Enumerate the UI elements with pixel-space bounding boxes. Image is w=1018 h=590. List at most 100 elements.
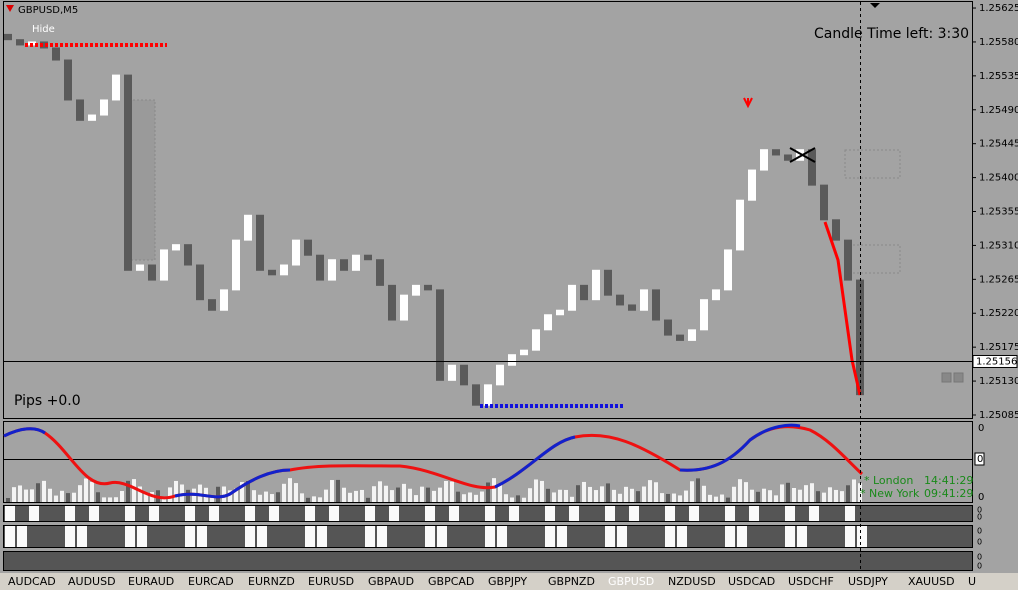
candle-body [148, 264, 156, 281]
strip-cell [545, 506, 555, 521]
y-tick-label: 1.25580 [979, 37, 1018, 48]
histogram-bar [702, 485, 706, 502]
symbol-tab[interactable]: XAUUSD [908, 575, 955, 588]
symbol-tab[interactable]: NZDUSD [668, 575, 716, 588]
symbol-tab[interactable]: AUDUSD [68, 575, 116, 588]
histogram-bar [588, 486, 592, 502]
histogram-bar [636, 491, 640, 502]
candle-body [136, 264, 144, 271]
strip-cell [689, 506, 699, 521]
candle-body [328, 259, 336, 281]
strip-cell [149, 506, 159, 521]
histogram-bar [642, 486, 646, 502]
histogram-bar [594, 490, 598, 502]
candle-body [724, 249, 732, 291]
histogram-bar [54, 495, 58, 502]
histogram-bar [624, 486, 628, 502]
strip-cell [809, 506, 819, 521]
y-tick-label: 1.25490 [979, 105, 1018, 116]
strip-cell [569, 506, 579, 521]
histogram-bar [708, 494, 712, 502]
histogram-bar [408, 488, 412, 502]
histogram-bar [216, 486, 220, 502]
pips-label: Pips +0.0 [14, 393, 81, 409]
histogram-bar [456, 491, 460, 502]
candle-body [736, 199, 744, 251]
button[interactable] [953, 372, 964, 383]
strip-cell [137, 526, 147, 547]
y-tick-label: 1.25625 [979, 3, 1018, 14]
symbol-tab[interactable]: EURNZD [248, 575, 295, 588]
histogram-bar [138, 486, 142, 502]
histogram-bar [732, 486, 736, 502]
histogram-bar [684, 490, 688, 502]
histogram-bar [258, 494, 262, 502]
histogram-bar [450, 481, 454, 502]
histogram-bar [606, 483, 610, 502]
candle-body [160, 249, 168, 281]
histogram-bar [726, 497, 730, 502]
strip-cell [509, 506, 519, 521]
candle-body [700, 299, 708, 331]
symbol-tab[interactable]: GBPNZD [548, 575, 595, 588]
symbol-tab[interactable]: EURCAD [188, 575, 234, 588]
histogram-bar [630, 488, 634, 502]
strip-cell [29, 506, 39, 521]
hide-button[interactable]: Hide [32, 24, 55, 35]
symbol-tab[interactable]: GBPUSD [608, 575, 654, 588]
histogram-bar [432, 490, 436, 502]
shift-marker[interactable] [870, 3, 880, 8]
histogram-bar [720, 494, 724, 502]
histogram-bar [18, 485, 22, 502]
strip-cell [269, 506, 279, 521]
symbol-tab[interactable]: EURAUD [128, 575, 174, 588]
histogram-bar [612, 489, 616, 502]
histogram-bar [198, 484, 202, 502]
symbol-tab[interactable]: GBPCAD [428, 575, 474, 588]
symbol-tab[interactable]: GBPAUD [368, 575, 414, 588]
candle-body [424, 284, 432, 291]
y-tick-label: 1.25400 [979, 173, 1018, 184]
y-tick-label: 1.25535 [979, 71, 1018, 82]
histogram-bar [426, 487, 430, 502]
button[interactable] [941, 372, 952, 383]
y-tick-label: 1.25085 [979, 410, 1018, 421]
symbol-tab[interactable]: AUDCAD [8, 575, 56, 588]
symbol-tab[interactable]: U [968, 575, 976, 588]
symbol-tab[interactable]: USDCAD [728, 575, 775, 588]
strip-cell [245, 506, 255, 521]
histogram-bar [312, 496, 316, 502]
strip-cell [89, 506, 99, 521]
histogram-bar [690, 481, 694, 502]
strip-cell [77, 526, 87, 547]
symbol-tab[interactable]: EURUSD [308, 575, 354, 588]
histogram-bar [42, 480, 46, 502]
histogram-bar [792, 488, 796, 502]
histogram-bar [714, 496, 718, 502]
candle-body [568, 284, 576, 311]
symbol-tab[interactable]: USDCHF [788, 575, 834, 588]
candle-body [208, 299, 216, 311]
histogram-bar [84, 478, 88, 502]
candle-body [340, 259, 348, 271]
candle-body [352, 254, 360, 271]
histogram-bar [36, 483, 40, 502]
strip-cell [737, 526, 747, 547]
symbol-tab[interactable]: GBPJPY [488, 575, 527, 588]
symbol-tab[interactable]: USDJPY [848, 575, 888, 588]
scissors-icon[interactable] [789, 147, 816, 163]
candle-body [628, 304, 636, 311]
indicator-label: 0 [977, 513, 982, 522]
indicator-label: 0 [977, 454, 983, 465]
session-time: 09:41:29 [924, 487, 973, 500]
histogram-bar [840, 491, 844, 502]
candle-body [448, 364, 456, 381]
candle-body [184, 244, 192, 266]
histogram-bar [468, 492, 472, 502]
strip-cell [545, 526, 555, 547]
histogram-bar [396, 487, 400, 502]
histogram-bar [108, 497, 112, 502]
strip-cell [665, 506, 675, 521]
histogram-bar [678, 495, 682, 502]
